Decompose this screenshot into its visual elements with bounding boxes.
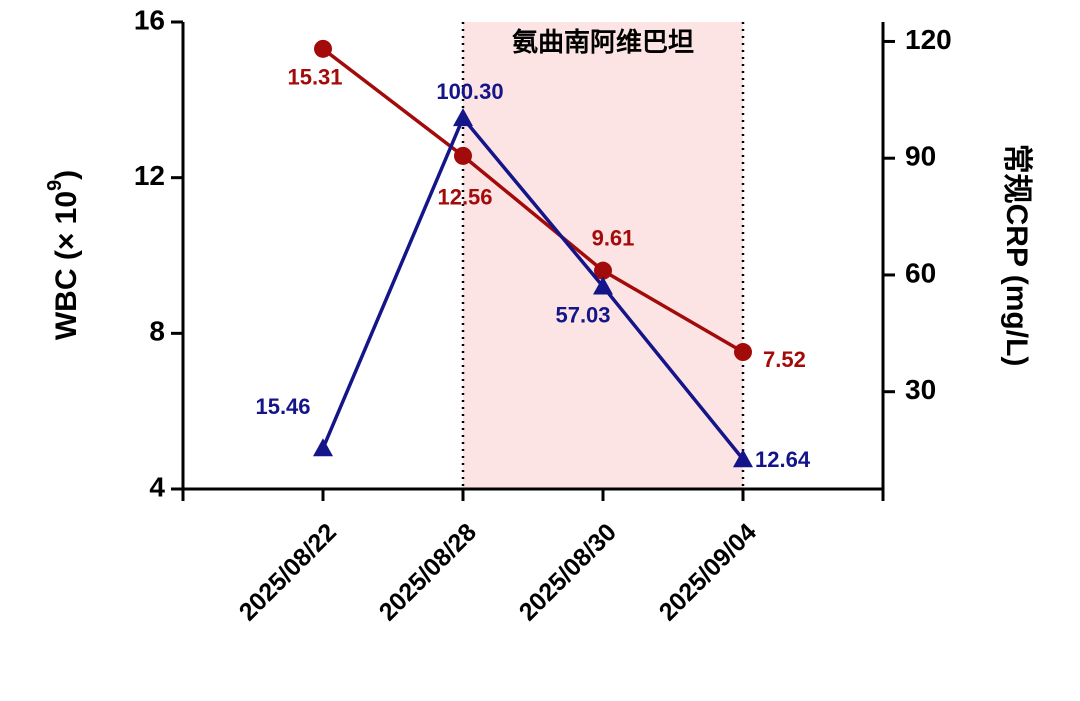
data-label: 15.46 bbox=[255, 394, 310, 419]
y2-tick-label: 120 bbox=[905, 24, 952, 55]
x-tick-label: 2025/08/22 bbox=[234, 518, 342, 626]
data-label: 9.61 bbox=[592, 225, 635, 250]
x-tick-label: 2025/08/28 bbox=[374, 518, 482, 626]
y-tick-label: 16 bbox=[134, 4, 165, 35]
y2-tick-label: 90 bbox=[905, 141, 936, 172]
y-tick-label: 4 bbox=[149, 471, 165, 502]
data-label: 57.03 bbox=[555, 302, 610, 327]
data-point bbox=[733, 449, 753, 468]
data-label: 12.64 bbox=[755, 447, 811, 472]
y-axis-label-exponent: 9 bbox=[44, 180, 66, 191]
data-point bbox=[593, 276, 613, 295]
shaded-span bbox=[463, 22, 743, 489]
data-point bbox=[453, 108, 473, 127]
y-tick-label: 12 bbox=[134, 160, 165, 191]
y-axis-label-main: WBC (× 10 bbox=[50, 191, 83, 340]
y2-tick-label: 30 bbox=[905, 374, 936, 405]
data-point bbox=[313, 438, 333, 457]
span-label: 氨曲南阿维巴坦 bbox=[512, 27, 694, 57]
y-axis-label-end: ) bbox=[50, 170, 83, 180]
axis-lines bbox=[181, 22, 885, 491]
data-point bbox=[314, 39, 332, 58]
y-tick-label: 8 bbox=[149, 316, 165, 347]
series-line bbox=[321, 114, 745, 461]
y2-tick-label: 60 bbox=[905, 257, 936, 288]
data-label: 7.52 bbox=[763, 347, 806, 372]
data-label: 100.30 bbox=[436, 79, 503, 104]
x-tick-label: 2025/09/04 bbox=[654, 518, 762, 626]
data-point bbox=[594, 261, 612, 280]
background-layer bbox=[461, 22, 745, 489]
y-axis-label: WBC (× 109) bbox=[44, 170, 83, 340]
data-label: 12.56 bbox=[437, 185, 492, 210]
series-line bbox=[321, 47, 744, 354]
x-tick-label: 2025/08/30 bbox=[514, 518, 622, 626]
data-label: 15.31 bbox=[287, 65, 342, 90]
data-point bbox=[454, 146, 472, 165]
y2-axis-label: 常规CRP (mg/L) bbox=[1000, 144, 1033, 367]
data-point bbox=[734, 343, 752, 362]
